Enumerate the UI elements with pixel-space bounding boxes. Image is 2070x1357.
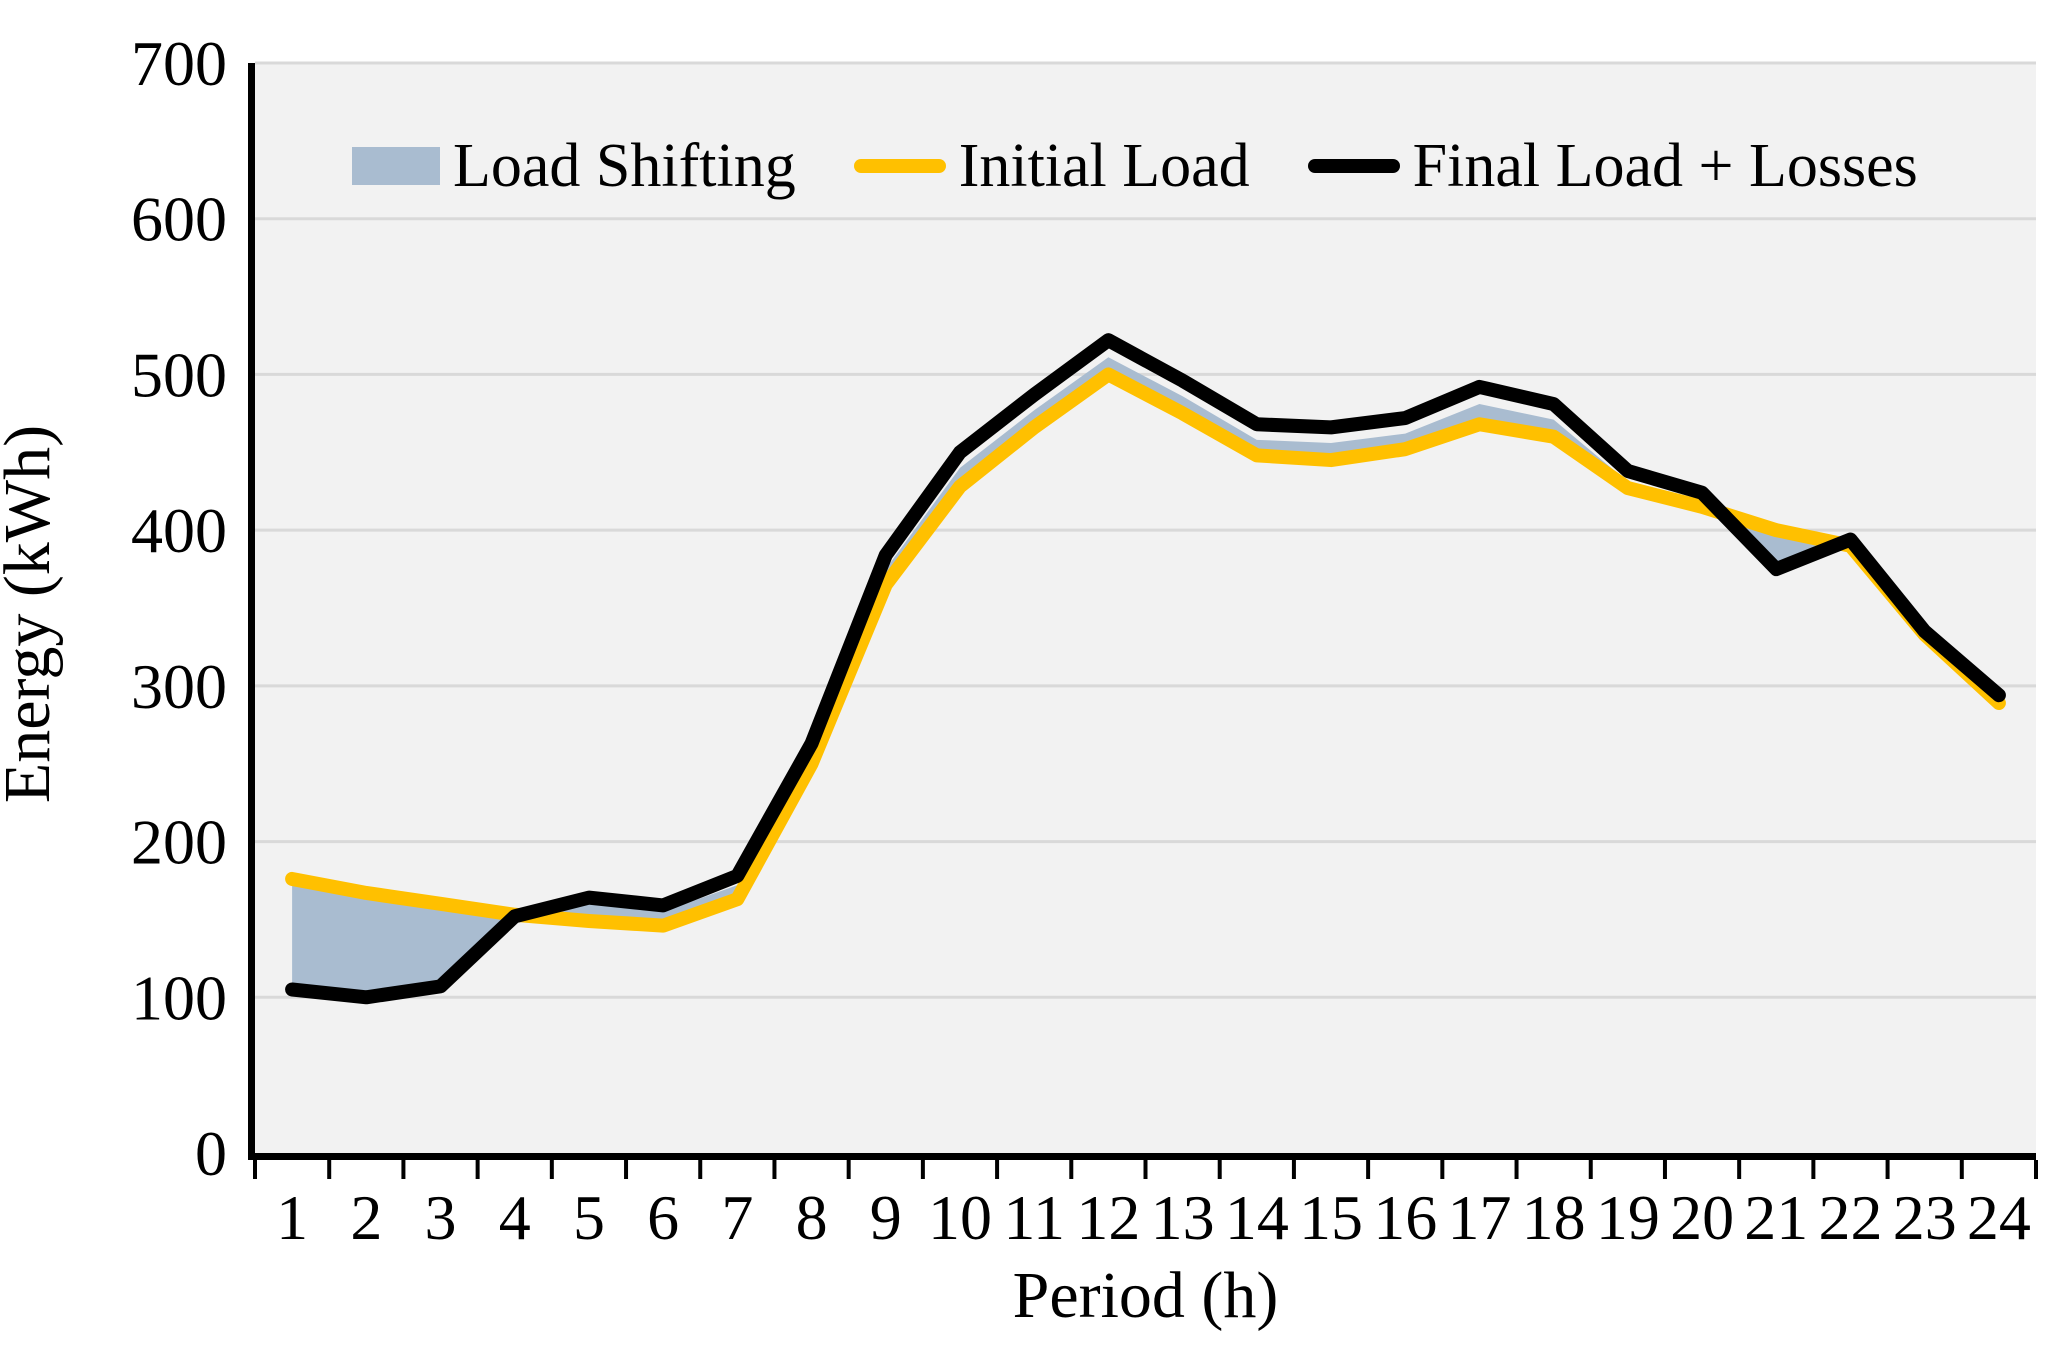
legend-label: Final Load + Losses — [1412, 131, 1918, 200]
x-tick-label: 23 — [1893, 1182, 1957, 1253]
x-tick-label: 4 — [499, 1182, 531, 1253]
y-axis-title: Energy (kWh) — [0, 424, 64, 804]
x-tick-label: 10 — [928, 1182, 992, 1253]
y-tick-label: 300 — [131, 651, 227, 722]
x-tick-label: 21 — [1744, 1182, 1808, 1253]
y-tick-label: 700 — [131, 28, 227, 99]
x-tick-label: 17 — [1447, 1182, 1511, 1253]
final-load-losses-line-swatch — [1307, 159, 1400, 173]
y-axis-line — [248, 63, 255, 1160]
x-tick-label: 14 — [1225, 1182, 1289, 1253]
y-tick-label: 400 — [131, 495, 227, 566]
x-tick-label: 9 — [870, 1182, 902, 1253]
plot-area — [255, 63, 2036, 1153]
x-axis-line — [248, 1153, 2036, 1160]
initial-load-line-swatch — [853, 159, 946, 173]
legend-label: Load Shifting — [453, 131, 796, 200]
y-tick-label: 0 — [195, 1118, 227, 1189]
x-tick-label: 11 — [1003, 1182, 1065, 1253]
x-tick-label: 18 — [1522, 1182, 1586, 1253]
y-tick-label: 100 — [131, 962, 227, 1033]
final-load-plus-losses-line — [285, 333, 2006, 1005]
x-tick-label: 3 — [425, 1182, 457, 1253]
x-tick-label: 1 — [276, 1182, 308, 1253]
chart-legend: Load Shifting Initial Load Final Load + … — [352, 128, 1918, 204]
x-tick-label: 2 — [350, 1182, 382, 1253]
x-tick-label: 16 — [1373, 1182, 1437, 1253]
x-tick-label: 22 — [1818, 1182, 1882, 1253]
x-tick-label: 5 — [573, 1182, 605, 1253]
x-tick-label: 15 — [1299, 1182, 1363, 1253]
load-shifting-area — [292, 357, 1999, 993]
y-tick-label: 500 — [131, 339, 227, 410]
x-axis-title: Period (h) — [1012, 1259, 1279, 1332]
x-tick-label: 19 — [1596, 1182, 1660, 1253]
x-tick-label: 20 — [1670, 1182, 1734, 1253]
y-tick-label: 200 — [131, 807, 227, 878]
x-tick-label: 24 — [1967, 1182, 2031, 1253]
x-tick-label: 8 — [796, 1182, 828, 1253]
legend-label: Initial Load — [958, 131, 1250, 200]
x-tick-label: 7 — [721, 1182, 753, 1253]
x-tick-label: 12 — [1076, 1182, 1140, 1253]
load-shifting-area-swatch — [352, 147, 440, 185]
legend-item-final-load-losses: Final Load + Losses — [1307, 131, 1918, 202]
legend-item-initial-load: Initial Load — [853, 131, 1250, 202]
x-tick-label: 13 — [1151, 1182, 1215, 1253]
legend-item-load-shifting: Load Shifting — [352, 131, 796, 202]
y-tick-label: 600 — [131, 184, 227, 255]
x-tick-label: 6 — [647, 1182, 679, 1253]
